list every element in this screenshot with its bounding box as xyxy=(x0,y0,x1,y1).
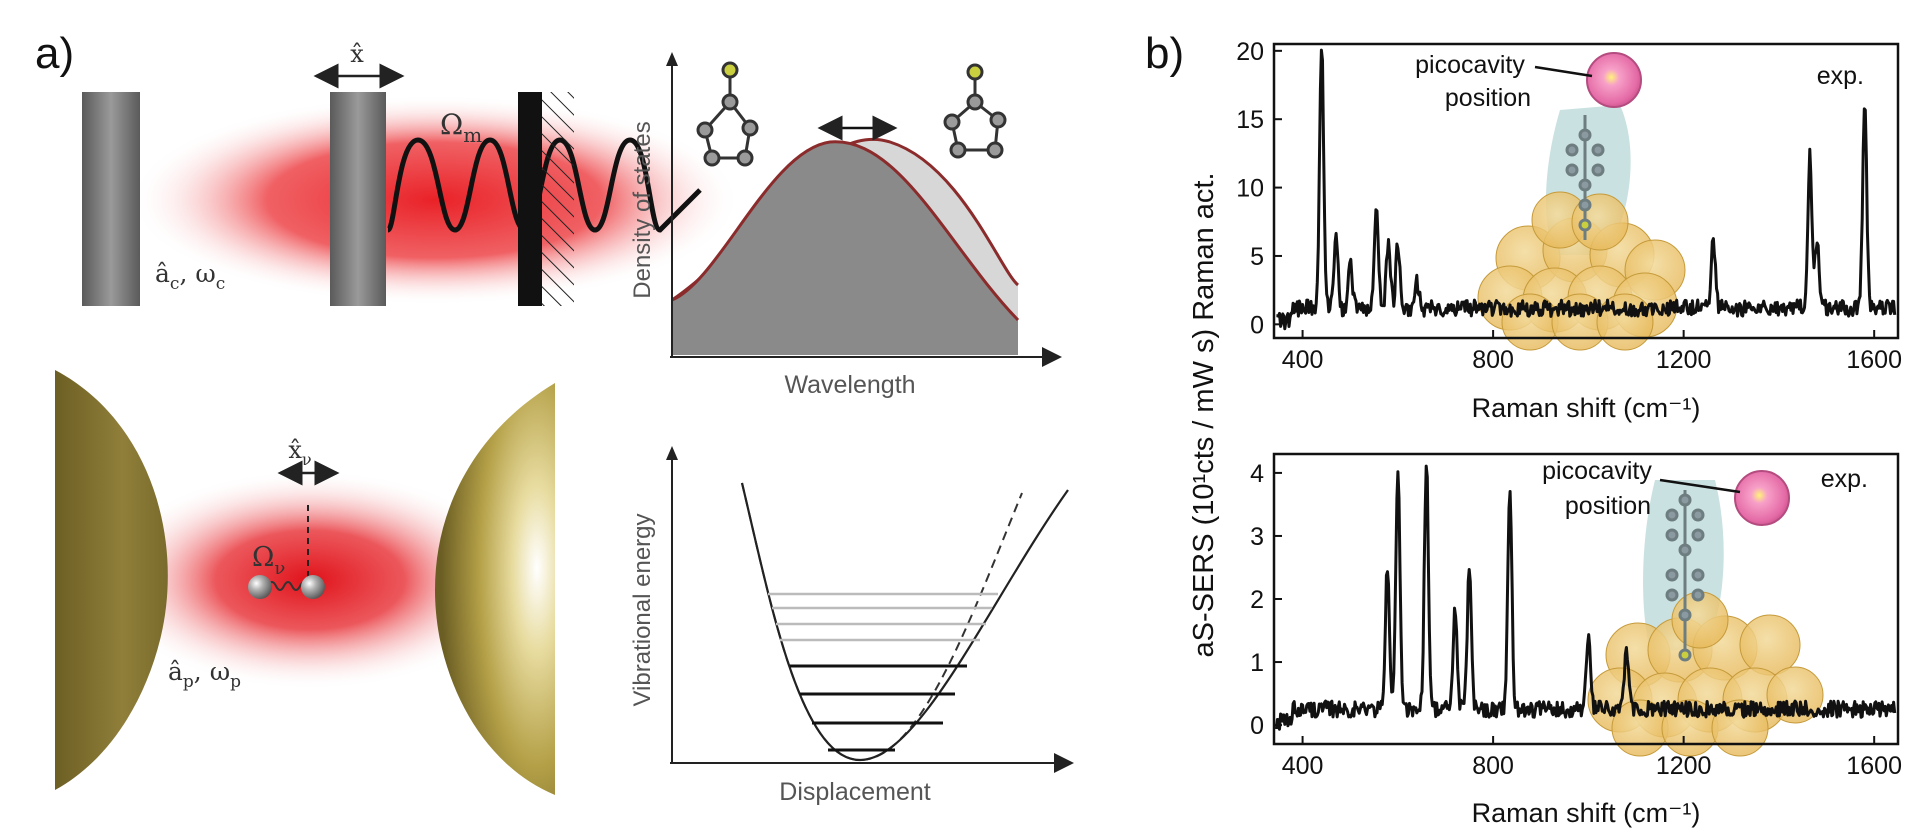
x-tick-label: 800 xyxy=(1472,752,1514,780)
x-tick-label: 400 xyxy=(1282,752,1324,780)
raman-trace xyxy=(1274,464,1897,731)
dos-main-curve xyxy=(671,140,1020,322)
xlabel: Raman shift (cm⁻¹) xyxy=(1472,798,1701,828)
vib-displacement-label: x̂ν xyxy=(288,436,311,469)
y-tick-label: 10 xyxy=(1236,175,1264,203)
displacement-label: x̂ xyxy=(350,40,364,68)
cavity-beam xyxy=(130,95,740,305)
vib-xlabel: Displacement xyxy=(779,778,931,806)
y-tick-label: 20 xyxy=(1236,38,1264,66)
molecule-icon-left xyxy=(696,61,759,167)
mode-p-omega-sub: p xyxy=(230,672,241,692)
x-tick-label: 1600 xyxy=(1846,752,1902,780)
left-mirror xyxy=(82,92,140,306)
dos-main-area xyxy=(672,141,1018,355)
xhat-sub: ν xyxy=(302,450,312,469)
vib-frequency-label: Ων xyxy=(252,542,285,579)
y-tick-label: 1 xyxy=(1250,649,1264,677)
vibrational-energy-plot: Vibrational energy Displacement xyxy=(629,446,1074,806)
annotation-picocavity: picocavity xyxy=(1415,51,1525,79)
vib-y-arrow xyxy=(666,446,678,460)
molecule-illustration-bottom xyxy=(1587,470,1824,757)
annotation-picocavity: picocavity xyxy=(1542,457,1652,485)
fixed-wall xyxy=(518,92,542,306)
annotation-position: position xyxy=(1445,84,1531,112)
freq-symbol: Ω xyxy=(440,108,463,141)
panel-b-label: b) xyxy=(1145,29,1184,78)
xhat: x̂ xyxy=(288,436,302,464)
dos-ylabel: Density of states xyxy=(629,121,656,298)
xlabel: Raman shift (cm⁻¹) xyxy=(1472,393,1701,423)
legend-exp: exp. xyxy=(1817,62,1864,90)
y-tick-label: 0 xyxy=(1250,311,1264,339)
mode-p: â xyxy=(168,657,183,686)
anharmonic-potential xyxy=(740,482,1069,762)
y-tick-label: 2 xyxy=(1250,586,1264,614)
annotation-position: position xyxy=(1565,492,1651,520)
x-tick-label: 1200 xyxy=(1656,346,1712,374)
right-mirror xyxy=(330,92,386,306)
right-gold-tip xyxy=(434,383,555,795)
legend-exp: exp. xyxy=(1821,465,1868,493)
atom-left xyxy=(248,575,272,599)
left-gold-tip xyxy=(55,370,168,790)
atom-right xyxy=(301,575,325,599)
picocavity-pointer xyxy=(1534,65,1593,78)
phenyl-rings xyxy=(1665,490,1705,662)
phenyl-rings xyxy=(1565,115,1605,240)
mode-a: â xyxy=(155,259,170,288)
optomechanical-cavity: x̂ Ωm âc, ωc xyxy=(82,40,740,306)
vib-ylabel: Vibrational energy xyxy=(629,513,656,706)
y-tick-label: 3 xyxy=(1250,523,1264,551)
raman-chart-top: 400 800 1200 1600 0 5 10 15 20 picocavity positi… xyxy=(1236,38,1902,423)
freq-sub: m xyxy=(463,123,482,147)
picocavity-sphere xyxy=(1734,470,1790,526)
mechanical-frequency-label: Ωm xyxy=(440,108,482,147)
molecule-icon-right xyxy=(943,63,1007,159)
mode-omega: , ω xyxy=(179,259,215,288)
wall-hatch xyxy=(542,92,574,306)
tick-group: 400 800 1200 1600 0 5 10 15 20 xyxy=(1236,38,1902,374)
dos-xlabel: Wavelength xyxy=(784,371,915,399)
picocavity-pointer xyxy=(1659,478,1741,494)
mode-a-sub: c xyxy=(170,274,180,294)
omega-nu: Ω xyxy=(252,542,274,573)
raman-trace xyxy=(1275,48,1897,331)
x-tick-label: 1200 xyxy=(1656,752,1712,780)
density-of-states-plot: Density of states Wavelength xyxy=(629,52,1062,399)
shared-ylabel: aS-SERS (10¹cts / mW s) Raman act. xyxy=(1188,172,1220,657)
x-tick-label: 1600 xyxy=(1846,346,1902,374)
cavity-mode-label: âc, ωc xyxy=(155,259,225,294)
panel-a-label: a) xyxy=(35,29,74,78)
dos-y-arrow xyxy=(666,52,678,66)
x-tick-label: 400 xyxy=(1282,346,1324,374)
mode-p-omega: , ω xyxy=(194,657,230,686)
mode-omega-sub: c xyxy=(216,274,226,294)
mode-p-sub: p xyxy=(183,672,194,692)
omega-nu-sub: ν xyxy=(274,558,285,579)
plot-frame xyxy=(1272,42,1900,340)
x-tick-label: 800 xyxy=(1472,346,1514,374)
molecular-nanocavity: x̂ν Ων âp, ωp xyxy=(55,370,555,795)
y-tick-label: 5 xyxy=(1250,243,1264,271)
harmonic-potential xyxy=(741,482,1023,762)
lower-energy-levels xyxy=(790,664,967,752)
plasmon-mode-label: âp, ωp xyxy=(168,657,241,692)
tick-group: 400 800 1200 1600 0 1 2 3 4 xyxy=(1250,460,1902,780)
y-tick-label: 4 xyxy=(1250,460,1264,488)
picocavity-sphere xyxy=(1586,52,1642,108)
upper-energy-levels xyxy=(768,592,998,642)
y-tick-label: 0 xyxy=(1250,712,1264,740)
y-tick-label: 15 xyxy=(1236,106,1264,134)
gold-cluster xyxy=(1477,191,1686,351)
